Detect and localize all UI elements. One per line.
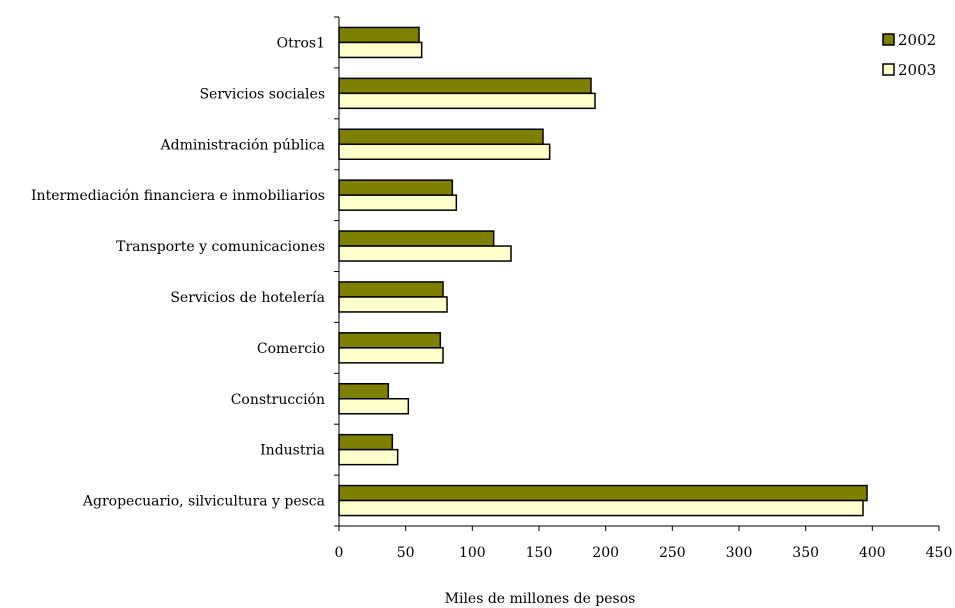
category-label-4: Transporte y comunicaciones (116, 239, 325, 255)
bar-2003-9 (338, 499, 864, 517)
bar-2003-3 (338, 194, 458, 211)
x-tick-label-6: 300 (726, 545, 753, 561)
category-label-8: Industria (260, 443, 325, 459)
x-tick-label-4: 200 (592, 545, 619, 561)
bar-2002-5 (338, 281, 444, 298)
category-label-7: Construcción (231, 392, 325, 408)
category-label-1: Servicios sociales (199, 86, 325, 102)
category-label-9: Agropecuario, silvicultura y pesca (82, 494, 325, 510)
category-label-3: Intermediación financiera e inmobiliario… (31, 188, 325, 204)
bar-2003-4 (338, 245, 512, 262)
x-tick-label-7: 350 (792, 545, 819, 561)
legend-label-2002: 2002 (898, 31, 936, 49)
x-tick-label-1: 50 (397, 545, 415, 561)
bar-2003-6 (338, 347, 444, 364)
bar-2002-8 (338, 433, 394, 451)
bars-group (338, 26, 868, 517)
x-tick-label-0: 0 (335, 545, 344, 561)
bar-2002-9 (338, 484, 868, 502)
bar-2002-4 (338, 230, 495, 247)
bar-2002-1 (338, 77, 592, 95)
category-label-2: Administración pública (160, 137, 325, 153)
bar-2003-7 (338, 398, 410, 415)
bar-2003-0 (338, 41, 423, 59)
x-tick-label-9: 450 (926, 545, 953, 561)
bar-2002-2 (338, 128, 544, 145)
bar-2002-3 (338, 179, 454, 196)
x-tick-label-2: 100 (459, 545, 486, 561)
bar-2003-1 (338, 92, 596, 110)
legend-swatch-2002 (882, 33, 895, 46)
x-axis: 0 50 100 150 200 250 300 350 400 450 (335, 525, 953, 561)
category-label-6: Comercio (257, 341, 325, 357)
legend: 2002 2003 (882, 31, 936, 79)
category-label-5: Servicios de hotelería (170, 290, 325, 306)
x-axis-title: Miles de millones de pesos (445, 591, 636, 607)
legend-label-2003: 2003 (898, 61, 936, 79)
bar-2003-5 (338, 296, 448, 313)
category-label-0: Otros1 (277, 35, 325, 51)
bar-2002-6 (338, 332, 442, 349)
x-tick-label-5: 250 (659, 545, 686, 561)
legend-swatch-2003 (882, 63, 895, 76)
y-axis: Otros1 Servicios sociales Administración p… (31, 16, 340, 527)
bar-2003-2 (338, 143, 551, 160)
x-tick-label-8: 400 (859, 545, 886, 561)
x-tick-label-3: 150 (526, 545, 553, 561)
bar-2003-8 (338, 448, 399, 466)
bar-2002-0 (338, 26, 420, 44)
bar-2002-7 (338, 383, 390, 400)
